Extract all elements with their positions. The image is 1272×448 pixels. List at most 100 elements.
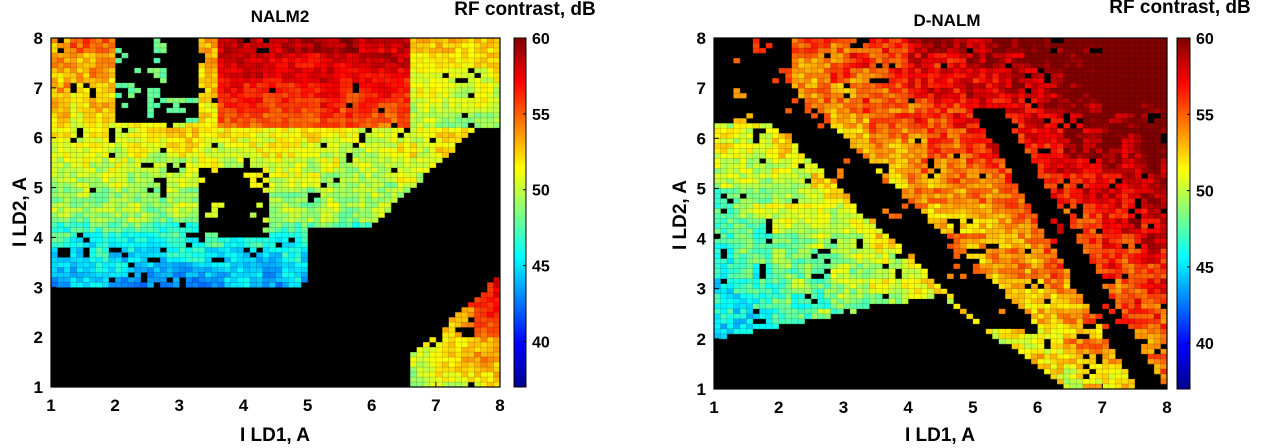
heatmap-cell [365,72,373,79]
heatmap-cell [102,127,110,134]
heatmap-cell [455,367,462,373]
heatmap-cell [108,237,116,243]
heatmap-cell [358,92,366,99]
heatmap-cell [249,277,257,283]
heatmap-cell [953,198,961,204]
heatmap-cell [429,107,437,114]
heatmap-cell [895,103,902,109]
heatmap-cell [127,207,135,213]
heatmap-cell [346,127,353,134]
heatmap-cell [934,93,941,99]
heatmap-cell [946,133,954,139]
heatmap-cell [448,77,456,84]
heatmap-cell [966,233,974,239]
heatmap-cell [752,213,760,219]
heatmap-cell [746,258,754,264]
heatmap-cell [147,222,154,228]
heatmap-cell [410,172,417,178]
heatmap-cell [875,53,883,59]
heatmap-cell [739,328,747,335]
heatmap-cell [57,127,65,134]
heatmap-cell [914,273,922,279]
heatmap-cell [403,142,411,148]
heatmap-cell [765,303,773,310]
heatmap-cell [1018,293,1025,300]
heatmap-cell [371,187,379,193]
heatmap-cell [493,57,501,64]
heatmap-cell [288,272,296,278]
heatmap-cell [307,157,315,163]
heatmap-cell [888,98,896,104]
heatmap-cell [882,178,890,184]
heatmap-cell [830,268,838,274]
heatmap-cell [384,192,392,198]
heatmap-cell [384,157,392,163]
heatmap-cell [959,248,967,254]
heatmap-cell [739,218,747,224]
heatmap-cell [397,162,405,168]
heatmap-cell [179,257,186,263]
heatmap-cell [959,58,967,64]
heatmap-cell [115,272,122,278]
heatmap-cell [979,263,987,269]
heatmap-cell [862,93,870,99]
heatmap-cell [921,283,928,290]
heatmap-cell [836,238,844,244]
heatmap-cell [269,72,276,79]
heatmap-cell [217,147,225,153]
heatmap-cell [269,237,276,243]
heatmap-cell [493,117,501,124]
heatmap-cell [972,98,980,104]
heatmap-cell [998,173,1006,179]
heatmap-cell [830,258,838,264]
heatmap-cell [89,142,97,148]
heatmap-cell [791,143,799,149]
heatmap-cell [875,83,883,89]
heatmap-cell [908,168,915,174]
heatmap-cell [726,153,734,159]
heatmap-cell [224,82,231,89]
heatmap-cell [153,242,161,248]
heatmap-cell [275,252,283,258]
heatmap-cell [474,307,482,313]
heatmap-cell [230,97,238,104]
heatmap-cell [927,283,935,290]
heatmap-cell [946,128,954,134]
heatmap-cell [76,137,84,143]
heatmap-cell [901,78,909,84]
heatmap-cell [108,92,116,99]
heatmap-cell [147,212,154,218]
heatmap-cell [836,258,844,264]
heatmap-cell [856,298,864,305]
heatmap-cell [275,92,283,99]
heatmap-cell [51,152,58,158]
heatmap-cell [953,63,961,69]
heatmap-cell [70,217,77,223]
heatmap-cell [140,237,148,243]
heatmap-cell [102,167,110,173]
heatmap-cell [281,87,289,94]
heatmap-cell [134,267,142,273]
heatmap-cell [204,147,212,153]
heatmap-cell [882,48,890,54]
heatmap-cell [455,337,462,343]
heatmap-cell [1018,58,1025,64]
heatmap-cell [108,282,116,288]
heatmap-cell [791,263,799,269]
heatmap-cell [759,293,767,300]
heatmap-cell [397,47,405,54]
heatmap-cell [166,272,174,278]
heatmap-cell [442,117,449,124]
heatmap-cell [320,217,328,223]
heatmap-cell [817,193,825,199]
heatmap-cell [946,43,954,49]
heatmap-cell [791,308,799,315]
heatmap-cell [1031,308,1038,315]
heatmap-cell [480,377,488,383]
heatmap-cell [160,152,167,158]
heatmap-cell [455,332,462,338]
heatmap-cell [269,147,276,153]
heatmap-cell [83,282,90,288]
heatmap-cell [940,133,948,139]
heatmap-cell [759,148,767,154]
